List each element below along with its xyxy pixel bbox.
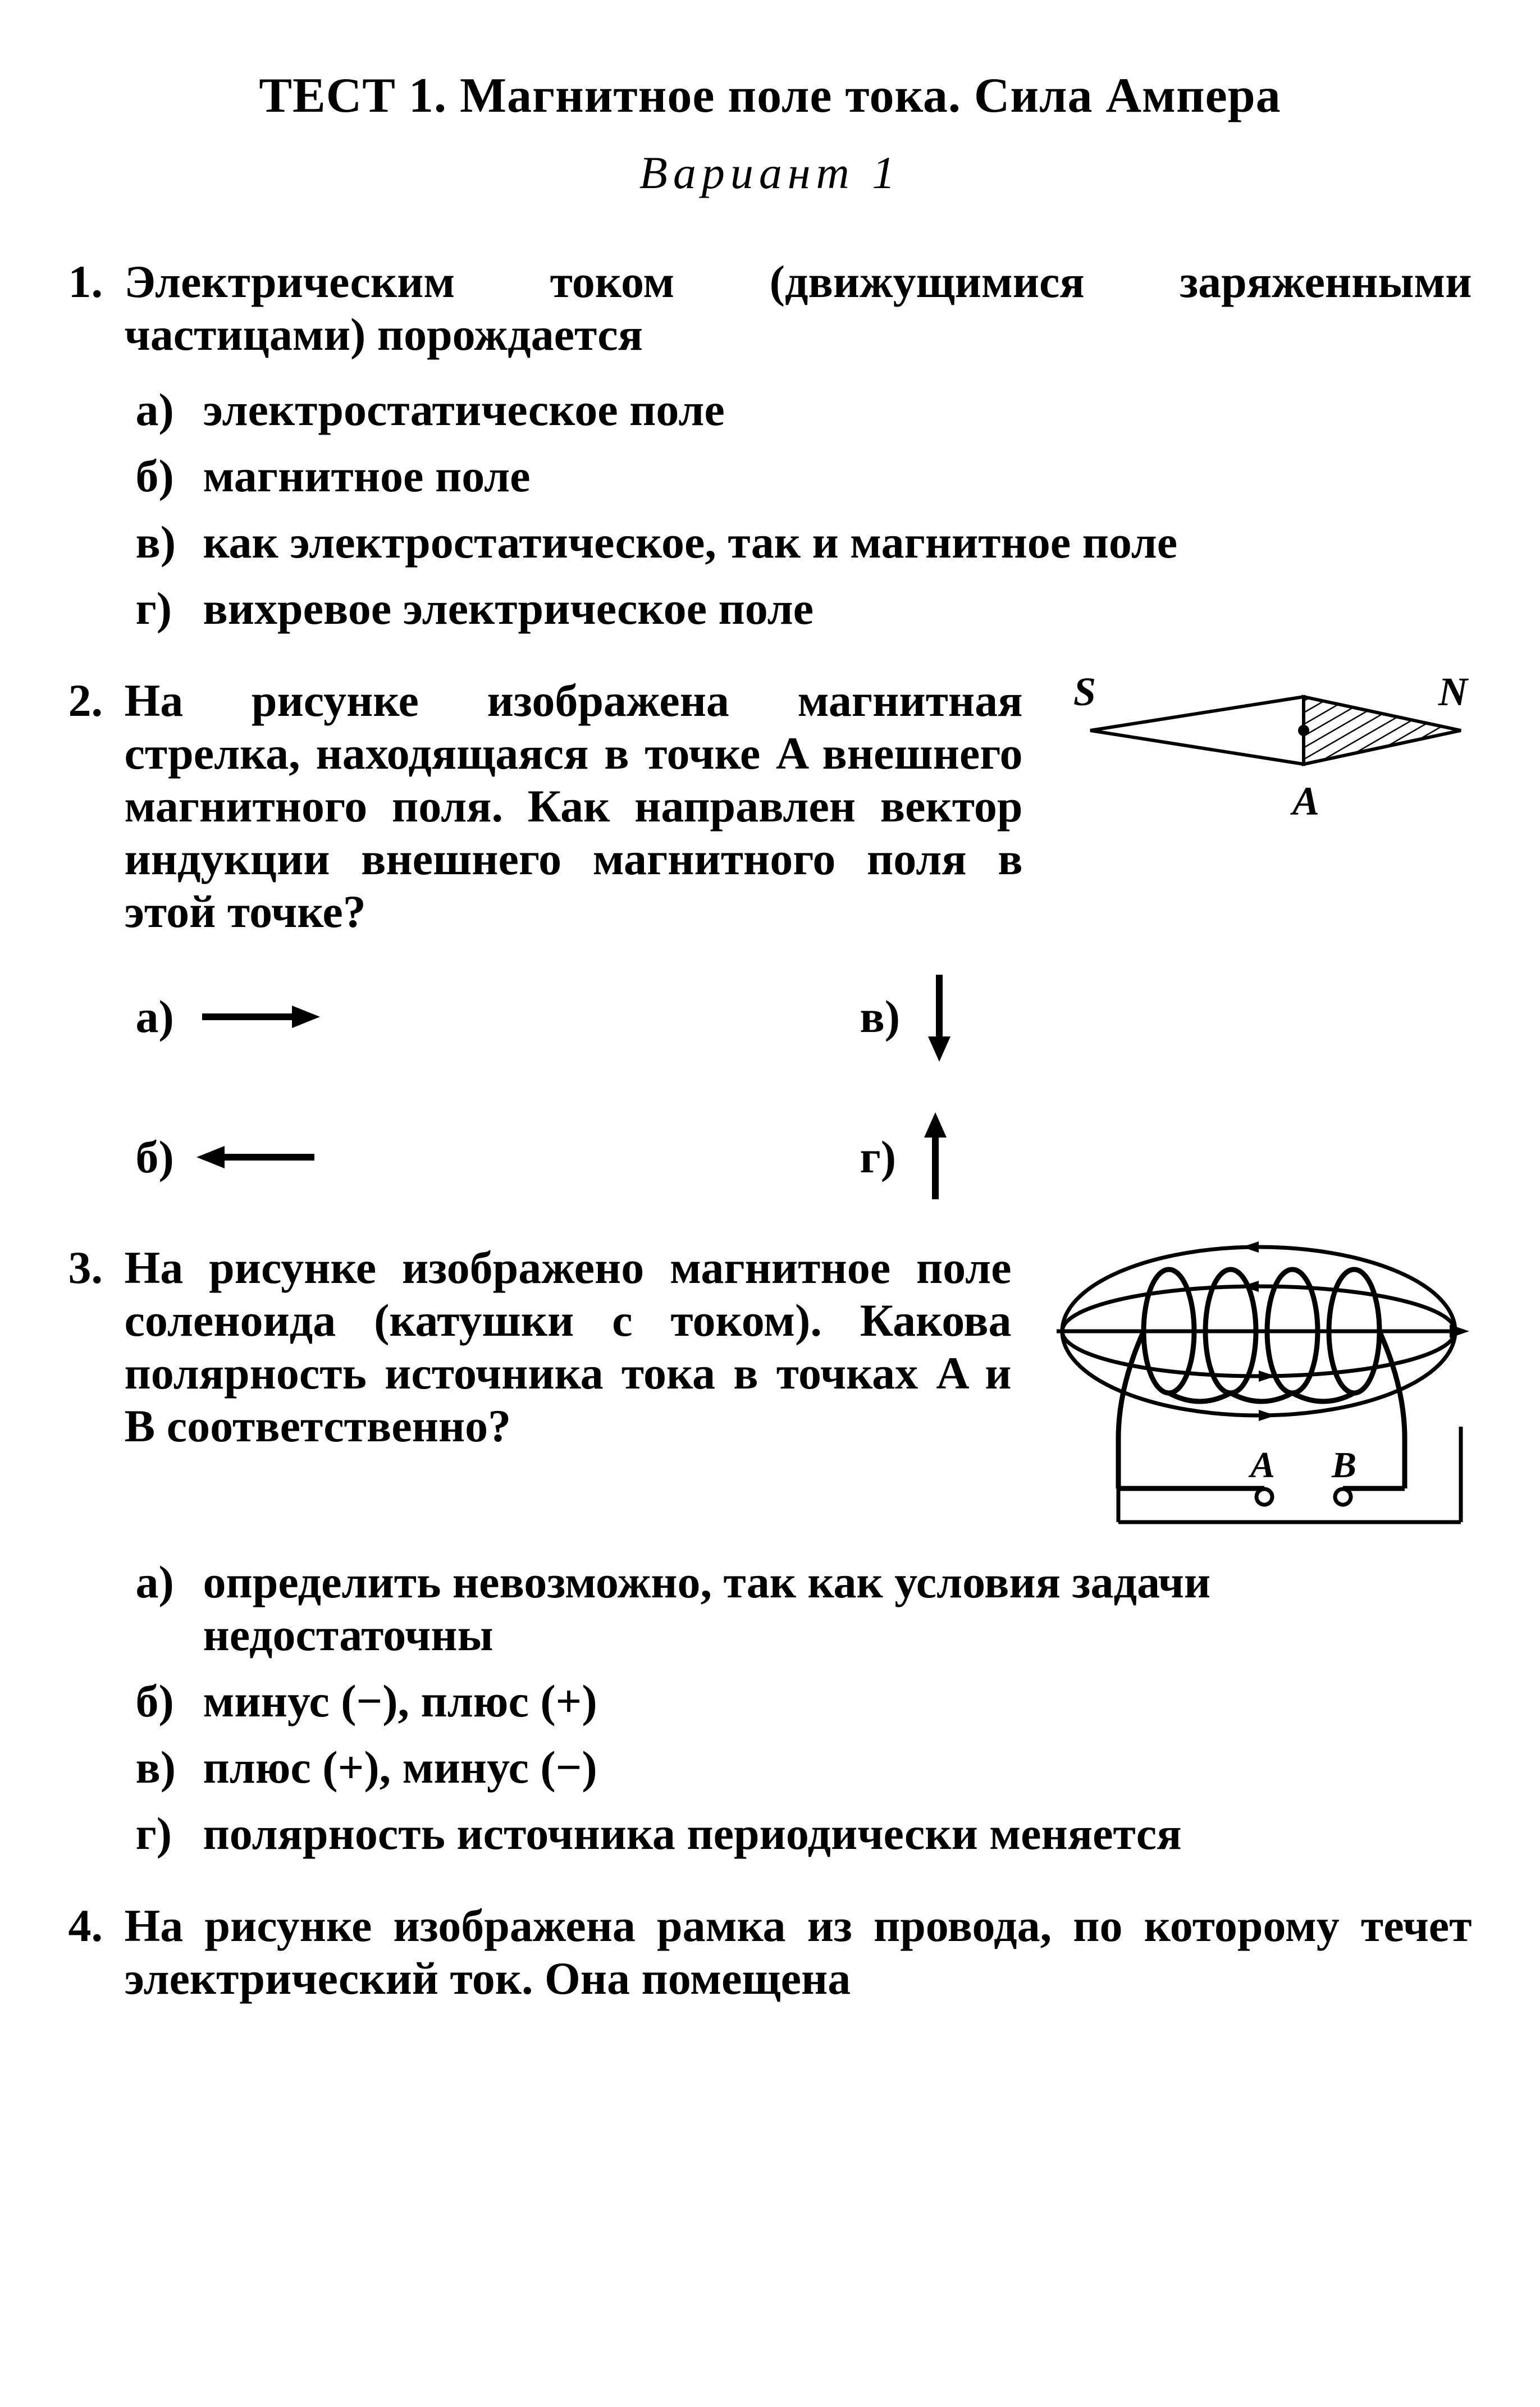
arrow-left-icon (197, 1140, 320, 1174)
question-3: 3. На рисунке изображено магнитное поле … (68, 1241, 1472, 1533)
solenoid-icon: A B (1034, 1241, 1472, 1533)
solenoid-figure: A B (1034, 1241, 1472, 1533)
option-text: минус (−), плюс (+) (203, 1675, 1472, 1728)
question-number: 2. (68, 674, 125, 938)
option-marker: б) (136, 450, 203, 503)
option: а) (136, 972, 748, 1062)
option-text: определить невозможно, так как условия з… (203, 1556, 1472, 1661)
option: б)минус (−), плюс (+) (136, 1675, 1472, 1728)
option: г)полярность источника периодически меня… (136, 1807, 1472, 1860)
compass-needle-figure: S N A (1045, 674, 1472, 820)
arrow-up-icon (918, 1112, 952, 1202)
option-text: полярность источника периодически меняет… (203, 1807, 1472, 1860)
option-text: плюс (+), минус (−) (203, 1741, 1472, 1794)
option-marker: а) (136, 990, 174, 1043)
page-title: ТЕСТ 1. Магнитное поле тока. Сила Ампера (68, 67, 1472, 124)
option-text: магнитное поле (203, 450, 1472, 503)
option-marker: а) (136, 1556, 203, 1661)
option: в)плюс (+), минус (−) (136, 1741, 1472, 1794)
question-text: На рисунке изображена магнитная стрелка,… (125, 674, 1023, 938)
question-4: 4. На рисунке изображена рамка из провод… (68, 1899, 1472, 2005)
option: г) (860, 1112, 1472, 1202)
arrow-right-icon (197, 1000, 320, 1034)
question-2: 2. На рисунке изображена магнитная стрел… (68, 674, 1472, 938)
question-text: На рисунке изображена рамка из провода, … (125, 1899, 1472, 2005)
option-marker: г) (136, 1807, 203, 1860)
option: г)вихревое электрическое поле (136, 582, 1472, 635)
arrow-down-icon (922, 972, 956, 1062)
label-n: N (1438, 674, 1469, 714)
question-3-options: а)определить невозможно, так как условия… (68, 1556, 1472, 1860)
label-terminal-b: B (1331, 1445, 1356, 1486)
label-terminal-a: A (1248, 1445, 1275, 1486)
option: а)электростатическое поле (136, 383, 1472, 436)
option-marker: г) (136, 582, 203, 635)
question-text: Электрическим током (движущимися заряжен… (125, 255, 1472, 361)
option: б)магнитное поле (136, 450, 1472, 503)
option: в) (860, 972, 1472, 1062)
option: а)определить невозможно, так как условия… (136, 1556, 1472, 1661)
question-2-options: а) в) б) г) (68, 972, 1472, 1202)
option-marker: а) (136, 383, 203, 436)
option-text: вихревое электрическое поле (203, 582, 1472, 635)
variant-label: Вариант 1 (68, 147, 1472, 199)
option-marker: в) (136, 516, 203, 569)
question-1-options: а)электростатическое поле б)магнитное по… (68, 383, 1472, 635)
option-marker: в) (860, 990, 901, 1043)
question-number: 1. (68, 255, 125, 361)
option-marker: б) (136, 1131, 174, 1184)
option: б) (136, 1112, 748, 1202)
option-text: электростатическое поле (203, 383, 1472, 436)
question-text: На рисунке изображено магнитное поле сол… (125, 1241, 1012, 1453)
option-marker: в) (136, 1741, 203, 1794)
option: в)как электростатическое, так и магнитно… (136, 516, 1472, 569)
label-a: A (1290, 779, 1319, 820)
question-number: 4. (68, 1899, 125, 2005)
option-marker: г) (860, 1131, 897, 1184)
question-number: 3. (68, 1241, 125, 1533)
option-text: как электростатическое, так и магнитное … (203, 516, 1472, 569)
compass-needle-icon: S N A (1045, 674, 1472, 820)
label-s: S (1073, 674, 1096, 714)
question-1: 1. Электрическим током (движущимися заря… (68, 255, 1472, 361)
option-marker: б) (136, 1675, 203, 1728)
